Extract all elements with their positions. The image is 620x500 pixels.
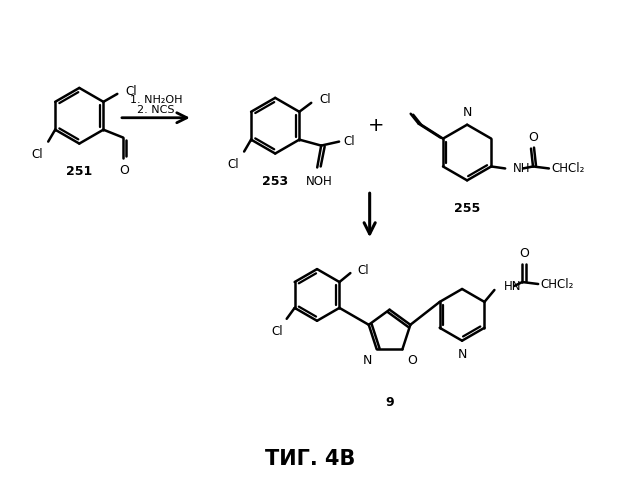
Text: 2. NCS: 2. NCS: [137, 105, 175, 115]
Text: N: N: [463, 106, 472, 118]
Text: O: O: [528, 130, 538, 143]
Text: 251: 251: [66, 166, 92, 178]
Text: CHCl₂: CHCl₂: [551, 162, 584, 175]
Text: N: N: [362, 354, 372, 367]
Text: CHCl₂: CHCl₂: [540, 278, 574, 290]
Text: Cl: Cl: [228, 158, 239, 170]
Text: Cl: Cl: [319, 94, 331, 106]
Text: Cl: Cl: [343, 135, 355, 148]
Text: 255: 255: [454, 202, 480, 215]
Text: NOH: NOH: [306, 176, 332, 188]
Text: Cl: Cl: [357, 264, 369, 276]
Text: 9: 9: [385, 396, 394, 409]
Text: Cl: Cl: [271, 325, 283, 338]
Text: Cl: Cl: [32, 148, 43, 160]
Text: O: O: [119, 164, 129, 177]
Text: HN: HN: [504, 280, 522, 292]
Text: 1. NH₂OH: 1. NH₂OH: [130, 95, 182, 105]
Text: O: O: [407, 354, 417, 367]
Text: +: +: [368, 116, 384, 135]
Text: N: N: [458, 348, 467, 360]
Text: ΤИГ. 4В: ΤИГ. 4В: [265, 449, 355, 469]
Text: Cl: Cl: [125, 86, 137, 98]
Text: O: O: [520, 247, 529, 260]
Text: NH: NH: [513, 162, 531, 175]
Text: 253: 253: [262, 176, 288, 188]
